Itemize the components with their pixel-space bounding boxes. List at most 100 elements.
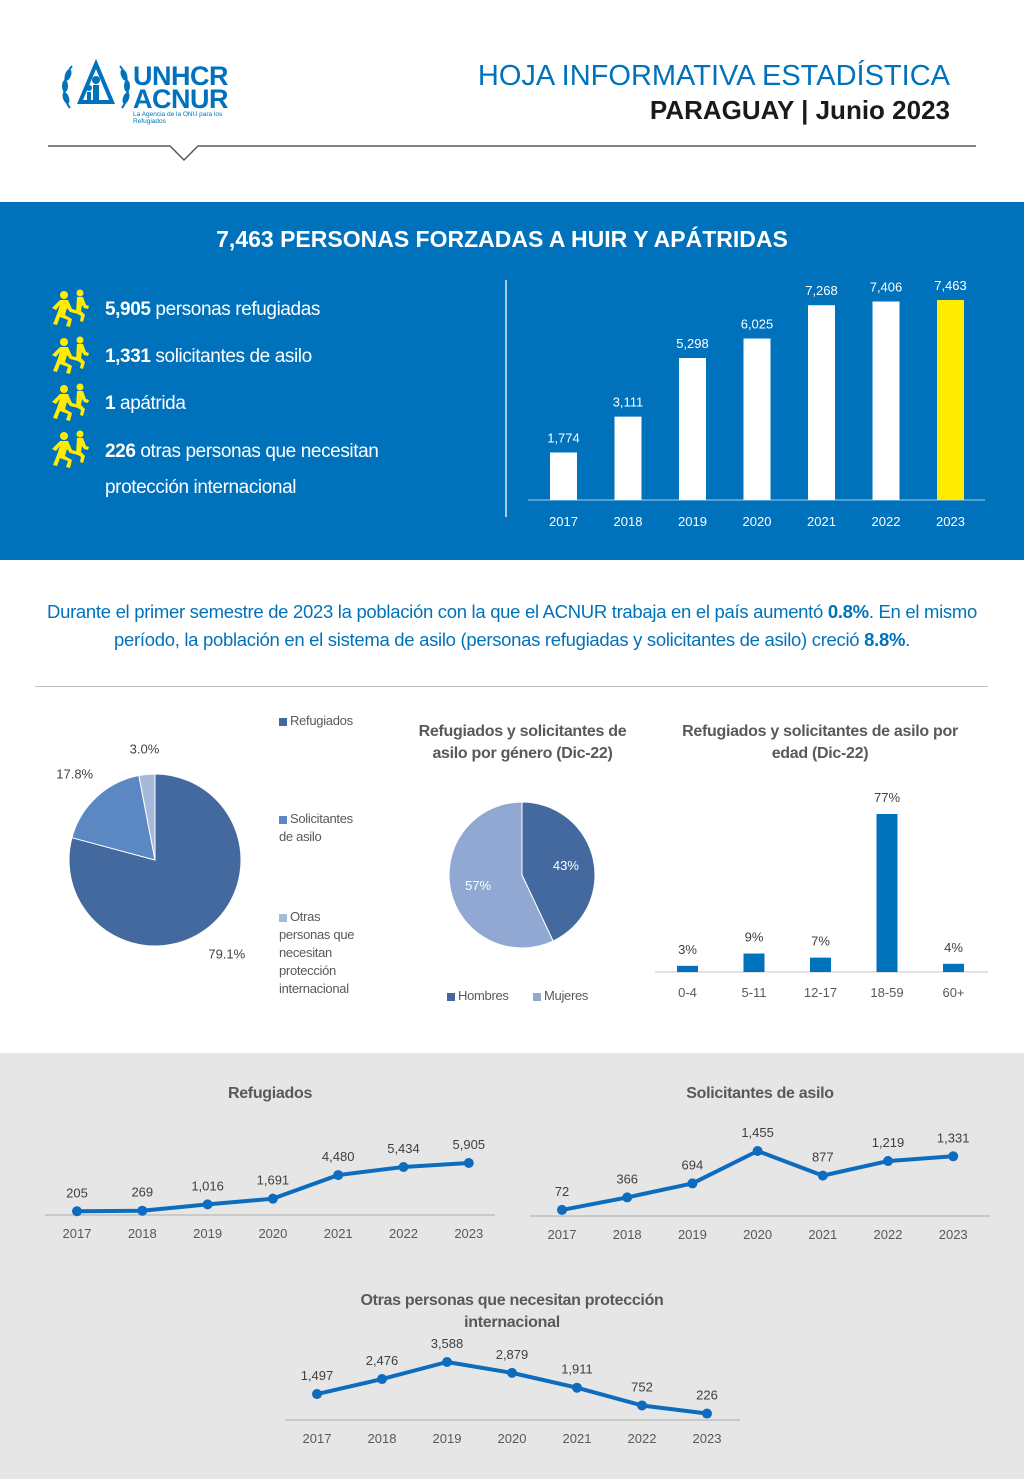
data-label: 694 <box>682 1157 704 1172</box>
tick-label: 2023 <box>939 1227 968 1242</box>
intro-text: . En el mismo período, la población en e… <box>114 601 977 650</box>
data-label: 7% <box>811 934 830 949</box>
tick-label: 2021 <box>563 1431 592 1446</box>
legend-solicitantes: Solicitantes de asilo <box>279 810 369 846</box>
logo-acnur-text: ACNUR <box>133 84 229 114</box>
tick-label: 2017 <box>63 1226 92 1241</box>
tick-label: 12-17 <box>804 985 837 1000</box>
data-label: 5,434 <box>387 1141 420 1156</box>
bar <box>743 338 771 500</box>
tick-label: 2018 <box>614 514 643 529</box>
gender-pie-chart: 43% 57% <box>448 801 596 949</box>
data-label: 1,455 <box>741 1125 774 1140</box>
legend-label: Hombres <box>458 988 509 1003</box>
unhcr-emblem-icon <box>62 58 130 109</box>
data-point <box>398 1161 409 1172</box>
data-label: 43% <box>553 858 579 873</box>
data-point <box>202 1199 213 1210</box>
data-label: 4% <box>944 940 963 955</box>
tick-label: 2021 <box>324 1226 353 1241</box>
data-point <box>687 1178 698 1189</box>
data-point <box>312 1389 322 1400</box>
intro-text: Durante el primer semestre de 2023 la po… <box>47 601 828 622</box>
data-point <box>702 1408 712 1419</box>
pie-slice <box>138 773 156 861</box>
tick-label: 2017 <box>549 514 578 529</box>
tick-label: 2020 <box>498 1431 527 1446</box>
stat-label: personas refugiadas <box>150 299 320 320</box>
legend-swatch <box>533 992 541 1001</box>
tick-label: 2022 <box>628 1431 657 1446</box>
tick-label: 2019 <box>433 1431 462 1446</box>
tick-label: 0-4 <box>678 985 697 1000</box>
stat-solicitantes: 1,331 solicitantes de asilo <box>105 346 312 368</box>
bar <box>550 452 577 500</box>
data-label: 1,219 <box>872 1135 905 1150</box>
data-label: 5,905 <box>453 1137 486 1152</box>
data-point <box>267 1193 278 1204</box>
data-point <box>637 1400 647 1411</box>
data-label: 1,497 <box>301 1368 334 1383</box>
tick-label: 2020 <box>743 514 772 529</box>
stat-label: apátrida <box>115 393 186 414</box>
data-label: 205 <box>66 1185 88 1200</box>
page-subtitle: PARAGUAY | Junio 2023 <box>649 95 950 125</box>
stat-label: otras personas que necesitan <box>135 441 379 462</box>
data-point <box>622 1192 633 1203</box>
tick-label: 2020 <box>258 1226 287 1241</box>
age-chart-title: Refugiados y solicitantes de asilo por e… <box>682 723 958 762</box>
data-point <box>137 1205 148 1216</box>
tick-label: 2021 <box>808 1227 837 1242</box>
data-label: 877 <box>812 1150 834 1165</box>
bar <box>614 416 642 500</box>
data-label: 269 <box>131 1185 153 1200</box>
bar <box>679 358 706 500</box>
header-divider <box>48 145 976 162</box>
tick-label: 2018 <box>368 1431 397 1446</box>
data-label: 7,406 <box>870 280 903 295</box>
solicitantes-line-chart: 72 2017 366 2018 694 2019 1,455 2020 877 2021 1,21… <box>530 1125 990 1242</box>
unhcr-logo <box>60 58 132 122</box>
running-people-icon <box>52 336 89 374</box>
legend-hombres: Hombres <box>447 987 509 1005</box>
data-point <box>557 1204 567 1215</box>
running-people-icon <box>52 289 89 327</box>
bar <box>810 957 831 972</box>
bar <box>743 953 765 972</box>
bar <box>808 305 835 500</box>
legend-swatch <box>447 992 455 1001</box>
pie-slice <box>448 801 554 949</box>
bar <box>677 965 698 972</box>
data-label: 17.8% <box>56 767 93 782</box>
tick-label: 18-59 <box>870 985 903 1000</box>
tick-label: 2019 <box>678 514 707 529</box>
data-point <box>333 1170 344 1181</box>
data-point <box>817 1170 828 1181</box>
stat-otras: 226 otras personas que necesitan <box>105 441 379 463</box>
legend-label: Otras personas que necesitan protección … <box>279 909 355 996</box>
data-label: 1,016 <box>191 1178 224 1193</box>
total-bar-chart: 1,774 2017 3,111 2018 5,298 2019 6,025 2020 7,26… <box>528 278 985 529</box>
running-people-icon <box>52 383 89 421</box>
bar <box>943 963 964 972</box>
trends-section <box>0 1053 1024 1479</box>
tick-label: 60+ <box>942 985 964 1000</box>
band-title: 7,463 PERSONAS FORZADAS A HUIR Y APÁTRID… <box>216 226 788 252</box>
tick-label: 2022 <box>872 514 901 529</box>
data-label: 79.1% <box>208 947 245 960</box>
solicitantes-chart-title: Solicitantes de asilo <box>686 1085 834 1102</box>
tick-label: 2023 <box>936 514 965 529</box>
tick-label: 5-11 <box>741 985 766 1000</box>
data-label: 3.0% <box>130 741 160 756</box>
bar <box>937 300 964 500</box>
bar <box>876 814 898 972</box>
otras-line-chart: 1,497 2017 2,476 2018 3,588 2019 2,879 2020 1,91… <box>285 1336 740 1446</box>
refugiados-chart-title: Refugiados <box>227 1085 313 1102</box>
tick-label: 2017 <box>548 1227 577 1242</box>
data-label: 3% <box>678 942 697 957</box>
data-label: 366 <box>616 1171 638 1186</box>
data-label: 7,463 <box>934 278 967 293</box>
running-people-icon <box>52 430 89 468</box>
data-point <box>572 1382 582 1393</box>
data-label: 72 <box>555 1184 569 1199</box>
